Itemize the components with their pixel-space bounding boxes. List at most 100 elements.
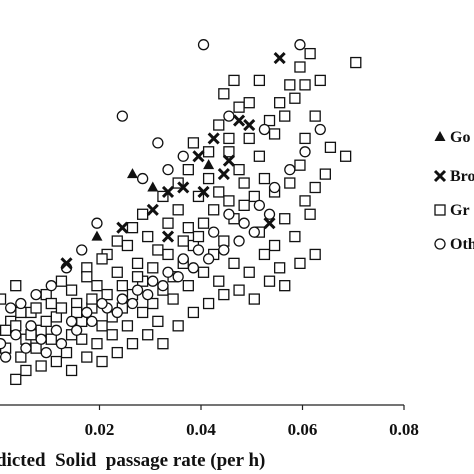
data-point bbox=[106, 329, 118, 341]
data-point bbox=[299, 195, 311, 207]
data-point bbox=[35, 333, 47, 345]
data-point bbox=[233, 235, 245, 247]
data-point bbox=[248, 226, 260, 238]
data-point bbox=[350, 56, 362, 69]
legend-marker bbox=[434, 238, 446, 250]
data-point bbox=[162, 266, 174, 278]
data-point bbox=[279, 280, 291, 292]
data-point bbox=[101, 288, 113, 301]
data-point bbox=[126, 338, 139, 350]
data-point bbox=[76, 244, 88, 256]
data-point bbox=[218, 88, 230, 100]
data-point bbox=[35, 360, 47, 372]
data-point bbox=[268, 181, 281, 194]
data-point bbox=[0, 351, 12, 363]
data-point bbox=[50, 324, 63, 336]
data-point bbox=[279, 110, 291, 122]
data-point bbox=[207, 132, 220, 145]
data-point bbox=[258, 248, 271, 261]
data-point bbox=[152, 315, 164, 328]
data-point bbox=[233, 114, 246, 127]
data-point bbox=[65, 315, 78, 328]
data-point bbox=[136, 208, 149, 220]
data-point bbox=[91, 338, 103, 350]
data-point bbox=[182, 163, 194, 176]
data-point bbox=[15, 351, 27, 363]
data-point bbox=[202, 253, 215, 265]
data-point bbox=[76, 333, 88, 345]
data-point bbox=[289, 230, 301, 243]
data-point bbox=[161, 185, 175, 199]
data-point bbox=[147, 297, 159, 310]
data-point bbox=[258, 123, 271, 136]
data-point bbox=[30, 302, 42, 314]
data-point bbox=[121, 320, 134, 332]
data-point bbox=[187, 137, 200, 149]
data-point bbox=[142, 288, 154, 301]
data-point bbox=[274, 97, 286, 109]
data-point bbox=[243, 132, 255, 145]
data-point bbox=[263, 208, 276, 220]
data-point bbox=[299, 146, 311, 158]
legend-marker bbox=[434, 204, 446, 216]
data-point bbox=[299, 79, 311, 91]
data-point bbox=[96, 355, 108, 368]
data-point bbox=[263, 275, 276, 287]
data-point bbox=[147, 275, 159, 287]
data-point bbox=[172, 204, 184, 216]
data-point bbox=[202, 172, 215, 185]
data-point bbox=[91, 230, 103, 241]
data-point bbox=[162, 248, 174, 261]
data-point bbox=[238, 217, 250, 229]
legend-marker bbox=[433, 169, 447, 183]
data-point bbox=[187, 262, 200, 274]
x-tick-label: 0.02 bbox=[85, 420, 115, 439]
data-point bbox=[182, 280, 194, 292]
data-point bbox=[208, 204, 220, 216]
data-point bbox=[10, 329, 22, 341]
data-point bbox=[192, 150, 205, 163]
data-point bbox=[218, 288, 230, 301]
data-point bbox=[324, 141, 337, 153]
data-point bbox=[284, 163, 296, 176]
data-point bbox=[197, 39, 210, 51]
data-point bbox=[45, 280, 57, 292]
data-point bbox=[131, 257, 144, 270]
x-tick-label: 0.08 bbox=[389, 420, 419, 439]
data-point bbox=[314, 74, 326, 87]
data-point bbox=[309, 110, 321, 122]
data-point bbox=[60, 257, 73, 270]
data-point bbox=[177, 150, 189, 162]
data-point bbox=[233, 101, 245, 113]
data-point bbox=[147, 181, 159, 192]
legend-label: Go bbox=[450, 129, 470, 146]
data-point bbox=[116, 280, 128, 292]
data-point bbox=[223, 146, 235, 158]
legend-item-oth: Oth bbox=[434, 236, 474, 253]
data-point bbox=[223, 208, 235, 220]
data-point bbox=[131, 284, 144, 296]
legend-item-bro: Bro bbox=[433, 168, 474, 185]
data-point bbox=[25, 320, 37, 332]
data-point bbox=[248, 190, 260, 203]
data-point bbox=[126, 168, 138, 179]
data-point bbox=[20, 364, 32, 377]
x-axis-title: dicted Solid passage rate (per h) bbox=[0, 450, 265, 471]
data-point bbox=[65, 364, 78, 377]
data-point bbox=[96, 297, 108, 310]
data-point bbox=[238, 199, 250, 211]
data-point bbox=[233, 284, 245, 296]
series-bro bbox=[60, 52, 286, 270]
data-point bbox=[213, 186, 225, 198]
data-point bbox=[294, 159, 306, 171]
legend-label: Gr bbox=[450, 202, 470, 219]
data-point bbox=[243, 118, 256, 132]
data-point bbox=[309, 181, 321, 194]
data-point bbox=[238, 177, 250, 189]
data-point bbox=[197, 217, 210, 229]
legend-label: Oth bbox=[450, 236, 474, 253]
data-point bbox=[131, 271, 144, 283]
data-point bbox=[213, 275, 225, 287]
data-point bbox=[228, 74, 240, 87]
